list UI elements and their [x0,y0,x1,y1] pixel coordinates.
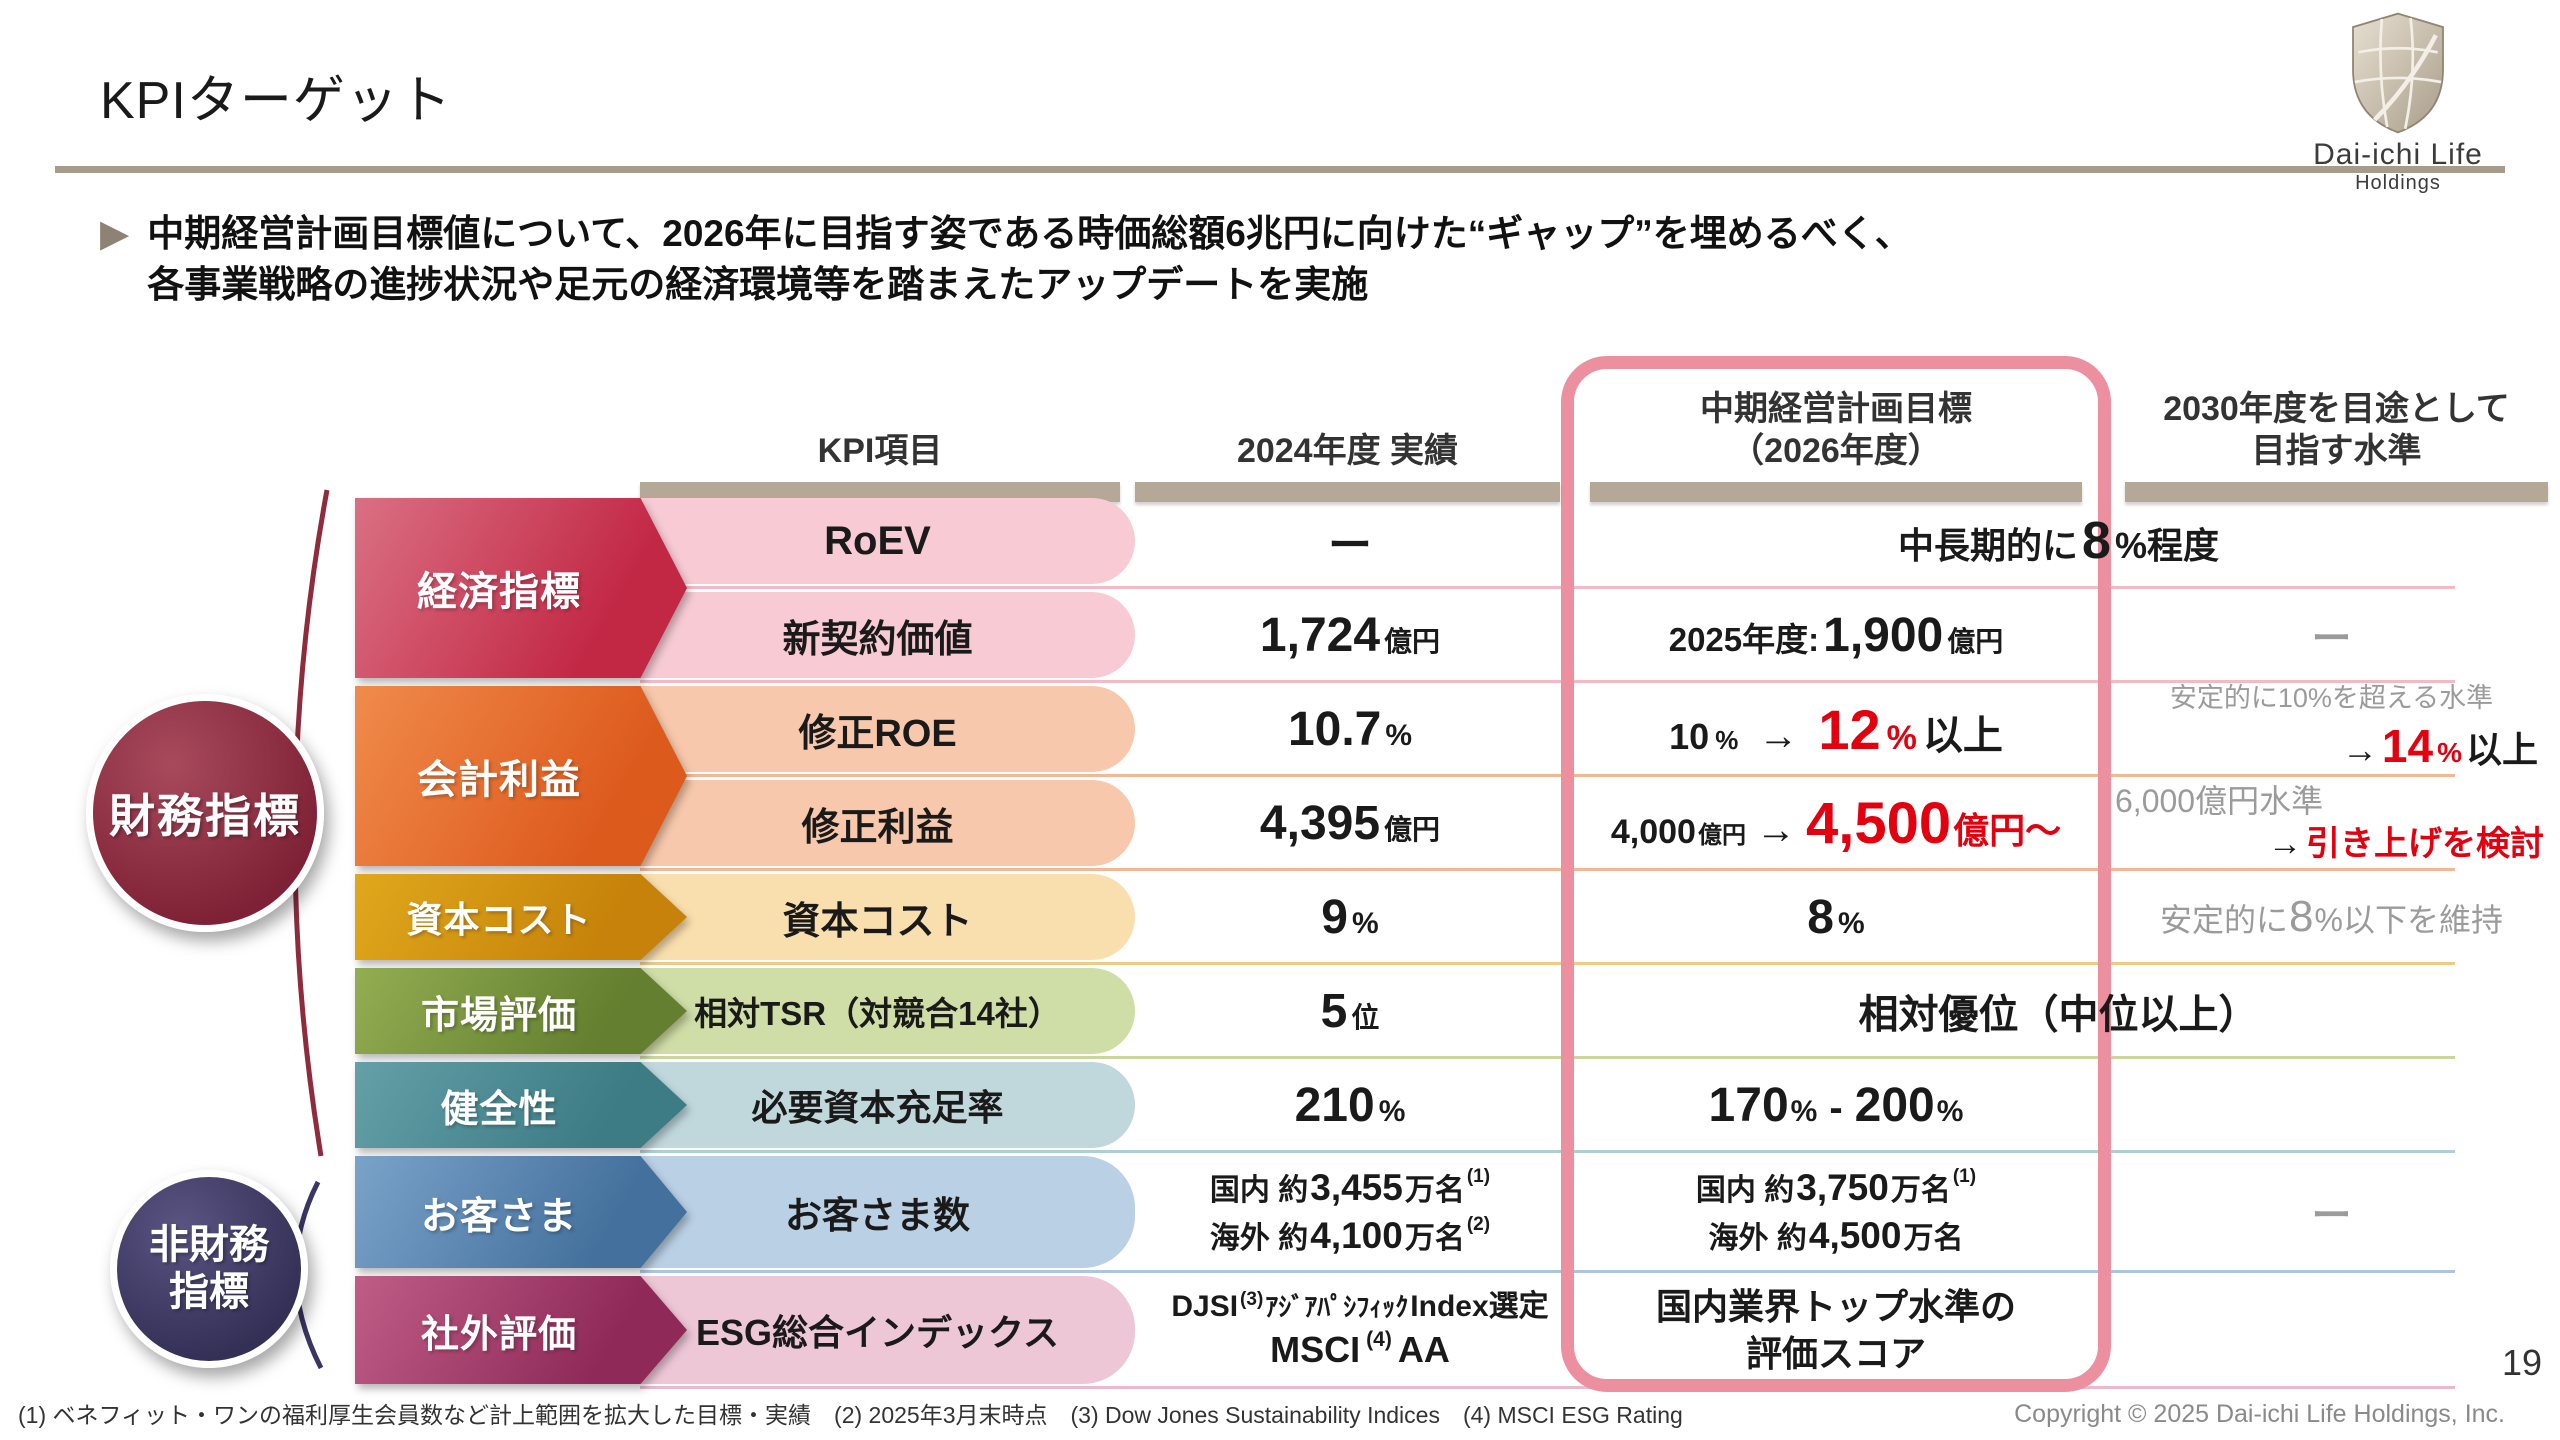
cell-nbv-outlook: ー [2311,617,2352,661]
column-header-outlook-label: 2030年度を目途として 目指す水準 [2163,390,2510,470]
cell-roev-actual: ー [1328,521,1372,570]
cell-adj-roe-target: 10% → 12% 以上 [1669,697,2003,761]
cell-esg-target: 国内業界トップ水準の 評価スコア [1655,1286,2016,1374]
cell-nbv-target: 2025年度: 1,900 億円 [1668,608,2004,662]
column-header-kpi: KPI項目 [640,362,1120,502]
row-separator [640,680,2455,683]
kpi-pill-adj-profit: 修正利益 [620,780,1135,866]
kpi-pill-capital-cost: 資本コスト [620,874,1135,960]
row-separator [640,1386,2455,1389]
row-separator [640,868,2455,871]
row-separator [640,1056,2455,1059]
cell-adj-profit-target: 4,000 億円 → 4,500 億円～ [1610,790,2062,856]
kpi-pill-tsr: 相対TSR（対競合14社） [620,968,1135,1054]
copyright: Copyright © 2025 Dai-ichi Life Holdings,… [2014,1400,2505,1428]
group-circle-financial: 財務指標 [86,694,324,932]
logo-name: Dai-ichi Life [2313,138,2483,171]
row-separator [640,962,2455,965]
cell-customers-outlook: ー [2311,1194,2352,1238]
column-header-outlook: 2030年度を目途として 目指す水準 [2125,362,2548,502]
cell-tsr-target-span: 相対優位（中位以上） [1858,993,2259,1037]
page-title: KPIターゲット [100,72,452,130]
category-arrow-customer: お客さま [355,1156,687,1268]
category-arrow-soundness: 健全性 [355,1062,687,1148]
kpi-pill-esg: ESG総合インデックス [620,1276,1135,1384]
column-header-actual-bar [1135,482,1560,502]
column-header-target-bar [1590,482,2082,502]
cell-adj-profit-outlook: 6,000億円水準 → 引き上げを検討 [2115,782,2544,863]
cell-sufficiency-target: 170% - 200% [1708,1078,1964,1132]
category-arrow-accounting: 会計利益 [355,686,687,866]
company-logo: Dai-ichi Life Holdings [2298,10,2498,195]
cell-customers-target: 国内 約 3,750 万名 (1) 海外 約 4,500 万名 [1695,1165,1977,1256]
kpi-pill-roev: RoEV [620,498,1135,584]
lead-line-2: 各事業戦略の進捗状況や足元の経済環境等を踏まえたアップデートを実施 [147,264,1369,306]
kpi-pill-nbv: 新契約価値 [620,592,1135,678]
kpi-pill-customers: お客さま数 [620,1156,1135,1268]
category-arrow-economic: 経済指標 [355,498,687,678]
category-arrow-capital-cost: 資本コスト [355,874,687,960]
column-header-kpi-label: KPI項目 [817,431,943,470]
lead-text: 中期経営計画目標値について、2026年に目指す姿である時価総額6兆円に向けた“ギ… [147,208,1912,310]
kpi-pill-sufficiency: 必要資本充足率 [620,1062,1135,1148]
cell-customers-actual: 国内 約 3,455 万名 (1) 海外 約 4,100 万名 (2) [1209,1165,1491,1256]
header-divider [55,166,2505,173]
row-separator [640,586,2455,589]
shield-globe-icon [2352,12,2444,134]
cell-nbv-actual: 1,724 億円 [1259,608,1441,662]
cell-roev-target-span: 中長期的に 8 %程度 [1898,512,2219,570]
column-header-kpi-bar [640,482,1120,502]
lead-line-1: 中期経営計画目標値について、2026年に目指す姿である時価総額6兆円に向けた“ギ… [147,213,1912,254]
footnotes: (1) ベネフィット・ワンの福利厚生会員数など計上範囲を拡大した目標・実績 (2… [18,1402,1683,1428]
cell-adj-roe-actual: 10.7% [1287,702,1413,756]
category-arrow-market: 市場評価 [355,968,687,1054]
column-header-target: 中期経営計画目標 （2026年度） [1590,362,2082,502]
bullet-triangle-icon: ▶ [100,213,130,255]
kpi-pill-adj-roe: 修正ROE [620,686,1135,772]
cell-capital-cost-actual: 9% [1321,890,1379,944]
cell-capital-cost-outlook: 安定的に 8 %以下を維持 [2160,892,2503,941]
cell-capital-cost-target: 8% [1807,890,1865,944]
cell-adj-roe-outlook: 安定的に10%を超える水準 → 14% 以上 [2169,683,2538,773]
cell-esg-actual: DJSI (3) ｱｼﾞｱﾊﾟｼﾌｨｯｸ Index選定 MSCI (4) AA [1171,1288,1549,1371]
cell-sufficiency-actual: 210% [1294,1078,1406,1132]
target-column-highlight [1561,356,2111,1392]
row-separator [640,1270,2455,1273]
column-header-target-label: 中期経営計画目標 （2026年度） [1700,390,1972,470]
column-header-actual: 2024年度 実績 [1135,362,1560,502]
row-separator [640,1150,2455,1153]
column-header-actual-label: 2024年度 実績 [1236,431,1459,470]
category-arrow-external: 社外評価 [355,1276,687,1384]
cell-adj-profit-actual: 4,395 億円 [1259,796,1441,850]
row-separator [640,774,2455,777]
page-number: 19 [2501,1342,2542,1383]
column-header-outlook-bar [2125,482,2548,502]
logo-subname: Holdings [2355,172,2441,194]
group-circle-non-financial: 非財務 指標 [110,1170,308,1368]
lead-statement: ▶ 中期経営計画目標値について、2026年に目指す姿である時価総額6兆円に向けた… [100,208,1912,310]
